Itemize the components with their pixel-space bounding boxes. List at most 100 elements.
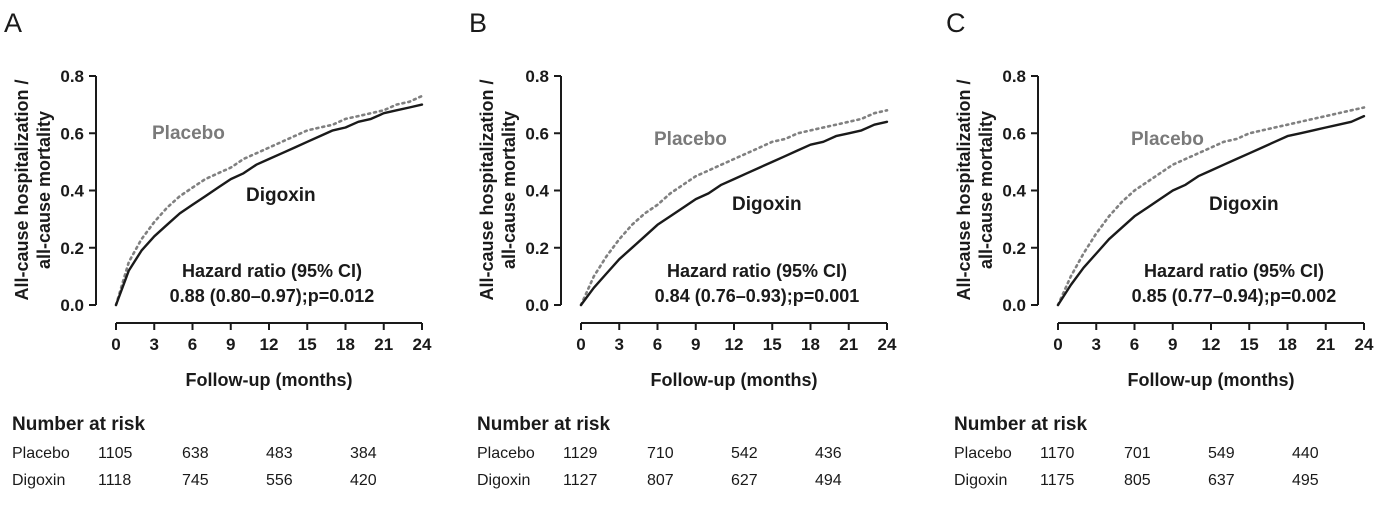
x-tick-label: 0 — [576, 335, 585, 354]
y-tick-label: 0.4 — [525, 182, 549, 201]
series-line-digoxin — [1056, 114, 1366, 307]
y-axis-title-line-2: all-cause mortality — [34, 111, 54, 269]
risk-value: 549 — [1208, 445, 1235, 462]
x-tick-label: 21 — [1316, 335, 1335, 354]
y-tick-label: 0.0 — [60, 296, 84, 315]
y-axis-title-line-1: All-cause hospitalization / — [477, 79, 497, 300]
risk-value: 1129 — [563, 445, 598, 462]
x-tick-label: 15 — [1240, 335, 1259, 354]
x-tick-label: 12 — [260, 335, 279, 354]
plot-area: 0.0 0.2 0.4 0.6 0.8 0 3 6 9 12 15 18 21 24 Follow-up (… — [954, 67, 1374, 390]
risk-table: Number at risk Placebo 1170 701 549 440 Digoxi… — [954, 414, 1379, 499]
x-tick-label: 15 — [298, 335, 317, 354]
x-tick-label: 24 — [1355, 335, 1374, 354]
x-tick-label: 3 — [150, 335, 159, 354]
hazard-ratio-value: 0.85 (0.77–0.94);p=0.002 — [1132, 286, 1337, 306]
x-tick-label: 0 — [111, 335, 120, 354]
x-axis-title: Follow-up (months) — [1128, 370, 1295, 390]
x-tick-label: 6 — [1130, 335, 1139, 354]
risk-table-title: Number at risk — [12, 414, 146, 435]
risk-row-digoxin: Digoxin 1127 807 627 494 — [477, 472, 917, 499]
risk-table: Number at risk Placebo 1105 638 483 384 Digoxi… — [12, 414, 452, 499]
y-tick-label: 0.0 — [1002, 296, 1026, 315]
risk-row-placebo: Placebo 1105 638 483 384 — [12, 445, 452, 472]
x-tick-label: 18 — [1278, 335, 1297, 354]
x-tick-label: 12 — [1202, 335, 1221, 354]
hazard-ratio-value: 0.88 (0.80–0.97);p=0.012 — [170, 286, 375, 306]
x-tick-label: 15 — [763, 335, 782, 354]
risk-row-placebo: Placebo 1170 701 549 440 — [954, 445, 1379, 472]
x-tick-label: 24 — [878, 335, 897, 354]
risk-value: 710 — [647, 445, 674, 462]
x-tick-label: 6 — [188, 335, 197, 354]
y-axis-title-line-1: All-cause hospitalization / — [954, 79, 974, 300]
y-tick-label: 0.2 — [525, 239, 549, 258]
x-tick-label: 6 — [653, 335, 662, 354]
risk-table-title: Number at risk — [954, 414, 1088, 435]
panel-label: A — [4, 8, 23, 38]
x-axis-title: Follow-up (months) — [186, 370, 353, 390]
digoxin-label: Digoxin — [1209, 194, 1279, 215]
chart-panel-a: A 0.0 0.2 0.4 0.6 0.8 0 3 6 9 12 15 18 21 24 Follow-up … — [0, 0, 460, 505]
y-tick-label: 0.8 — [60, 67, 84, 86]
risk-value: 627 — [731, 472, 758, 489]
panel-label: B — [469, 8, 488, 38]
hazard-ratio-title: Hazard ratio (95% CI) — [182, 261, 362, 281]
x-tick-label: 24 — [413, 335, 432, 354]
placebo-label: Placebo — [654, 129, 727, 150]
risk-row-digoxin: Digoxin 1175 805 637 495 — [954, 472, 1379, 499]
x-tick-label: 3 — [615, 335, 624, 354]
y-tick-label: 0.4 — [1002, 182, 1026, 201]
km-plot: 0.0 0.2 0.4 0.6 0.8 0 3 6 9 12 15 18 21 24 Follow-up (… — [954, 67, 1374, 390]
risk-row-placebo: Placebo 1129 710 542 436 — [477, 445, 917, 472]
y-tick-label: 0.2 — [60, 239, 84, 258]
x-tick-label: 9 — [226, 335, 235, 354]
x-axis-title: Follow-up (months) — [651, 370, 818, 390]
hazard-ratio-title: Hazard ratio (95% CI) — [1144, 261, 1324, 281]
risk-value: 494 — [815, 472, 842, 489]
risk-value: 440 — [1292, 445, 1319, 462]
y-tick-label: 0.8 — [525, 67, 549, 86]
x-tick-label: 18 — [336, 335, 355, 354]
x-tick-label: 9 — [1168, 335, 1177, 354]
km-plot: 0.0 0.2 0.4 0.6 0.8 0 3 6 9 12 15 18 21 24 Follow-up (… — [477, 67, 897, 390]
series-line-digoxin — [114, 103, 424, 307]
risk-row-label: Placebo — [477, 445, 535, 462]
chart-panel-c: C 0.0 0.2 0.4 0.6 0.8 0 3 6 9 12 15 18 21 24 Follow-up … — [942, 0, 1379, 505]
chart-panel-b: B 0.0 0.2 0.4 0.6 0.8 0 3 6 9 12 15 18 21 24 Follow-up … — [465, 0, 925, 505]
y-tick-label: 0.2 — [1002, 239, 1026, 258]
x-tick-label: 12 — [725, 335, 744, 354]
x-tick-label: 9 — [691, 335, 700, 354]
x-tick-label: 0 — [1053, 335, 1062, 354]
series-line-digoxin — [579, 120, 889, 307]
y-axis-title-line-2: all-cause mortality — [499, 111, 519, 269]
risk-value: 436 — [815, 445, 842, 462]
risk-value: 556 — [266, 472, 293, 489]
risk-table-title: Number at risk — [477, 414, 611, 435]
x-tick-label: 18 — [801, 335, 820, 354]
x-tick-label: 21 — [839, 335, 858, 354]
risk-row-digoxin: Digoxin 1118 745 556 420 — [12, 472, 452, 499]
km-plot: 0.0 0.2 0.4 0.6 0.8 0 3 6 9 12 15 18 21 24 Follow-up (… — [12, 67, 432, 390]
risk-value: 805 — [1124, 472, 1151, 489]
risk-value: 1118 — [98, 472, 132, 489]
plot-area: 0.0 0.2 0.4 0.6 0.8 0 3 6 9 12 15 18 21 24 Follow-up (… — [12, 67, 432, 390]
risk-row-label: Placebo — [954, 445, 1012, 462]
y-tick-label: 0.6 — [1002, 124, 1026, 143]
y-axis-title-line-1: All-cause hospitalization / — [12, 79, 32, 300]
risk-value: 1127 — [563, 472, 598, 489]
plot-area: 0.0 0.2 0.4 0.6 0.8 0 3 6 9 12 15 18 21 24 Follow-up (… — [477, 67, 897, 390]
risk-row-label: Digoxin — [477, 472, 531, 489]
y-tick-label: 0.8 — [1002, 67, 1026, 86]
risk-value: 637 — [1208, 472, 1235, 489]
risk-value: 495 — [1292, 472, 1319, 489]
series-line-placebo — [579, 109, 889, 307]
hazard-ratio-value: 0.84 (0.76–0.93);p=0.001 — [655, 286, 860, 306]
y-tick-label: 0.4 — [60, 182, 84, 201]
risk-value: 1175 — [1040, 472, 1075, 489]
risk-value: 1170 — [1040, 445, 1075, 462]
digoxin-label: Digoxin — [732, 194, 802, 215]
y-tick-label: 0.6 — [525, 124, 549, 143]
placebo-label: Placebo — [152, 123, 225, 144]
series-line-placebo — [114, 94, 424, 307]
